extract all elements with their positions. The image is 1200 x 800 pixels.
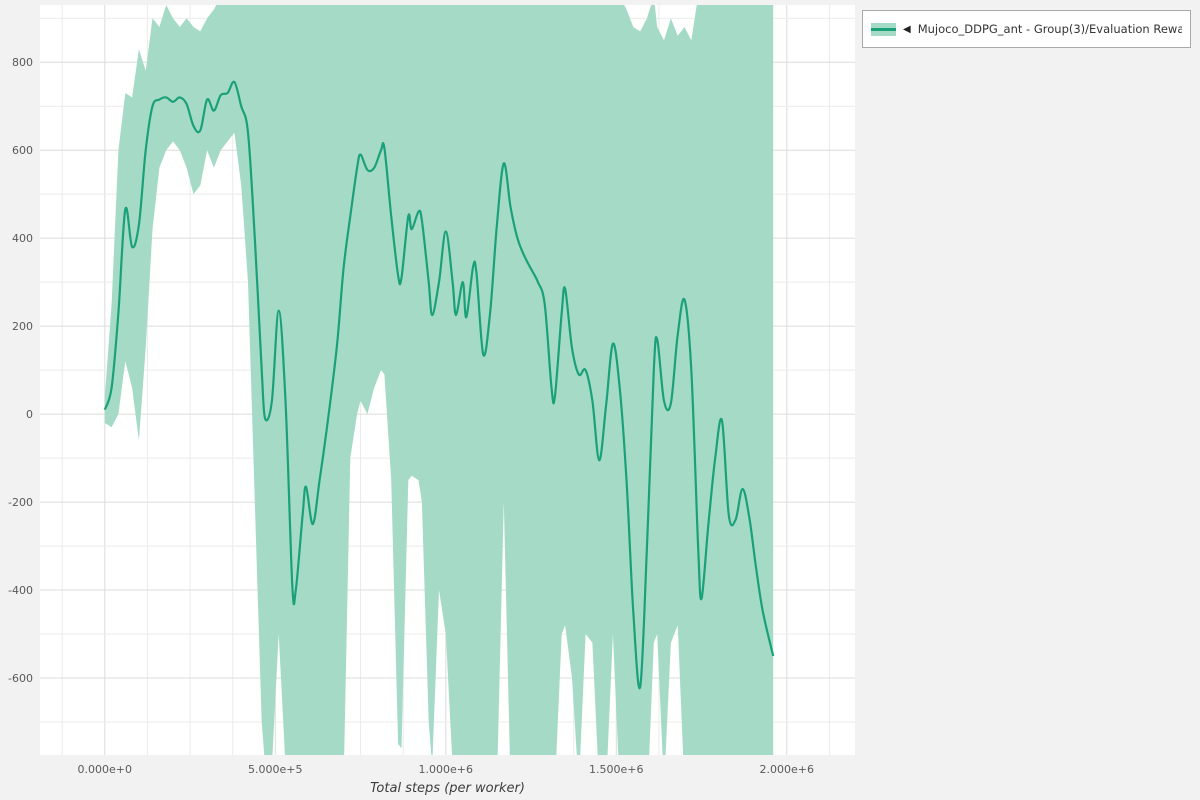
y-tick-label: 600 — [12, 144, 33, 157]
y-tick-label: -400 — [8, 584, 33, 597]
y-tick-label: 0 — [26, 408, 33, 421]
x-axis-label: Total steps (per worker) — [370, 781, 525, 796]
legend-swatch — [871, 22, 896, 36]
legend-label: Mujoco_DDPG_ant - Group(3)/Evaluation Re… — [917, 22, 1182, 36]
y-tick-label: 200 — [12, 320, 33, 333]
y-tick-label: -600 — [8, 672, 33, 685]
mean-line — [103, 80, 775, 690]
x-tick-label: 1.000e+6 — [419, 763, 473, 776]
legend[interactable]: ◀ Mujoco_DDPG_ant - Group(3)/Evaluation … — [862, 10, 1191, 48]
x-tick-label: 5.000e+5 — [248, 763, 302, 776]
x-tick-label: 0.000e+0 — [78, 763, 132, 776]
x-tick-label: 2.000e+6 — [760, 763, 814, 776]
confidence-band — [104, 5, 774, 755]
y-tick-label: 800 — [12, 56, 33, 69]
y-tick-label: 400 — [12, 232, 33, 245]
y-tick-label: -200 — [8, 496, 33, 509]
legend-collapse-icon[interactable]: ◀ — [903, 23, 911, 35]
legend-swatch-line — [871, 27, 896, 31]
x-tick-label: 1.500e+6 — [589, 763, 643, 776]
